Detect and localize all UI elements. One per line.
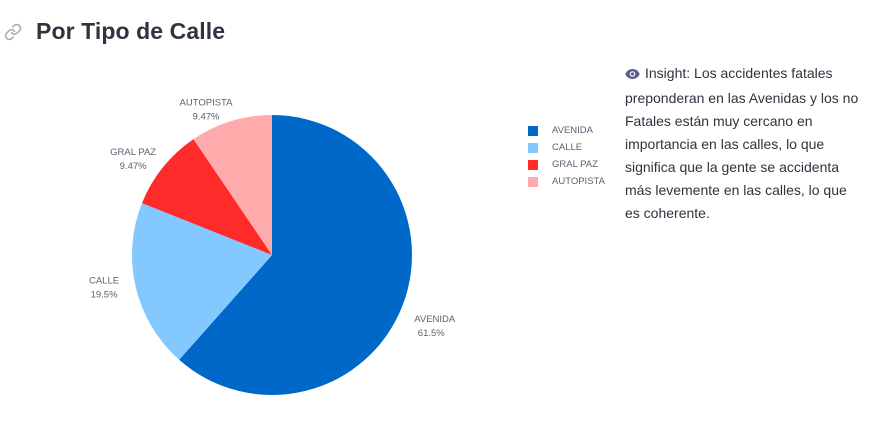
link-icon[interactable] — [4, 23, 22, 41]
legend-swatch — [528, 142, 538, 153]
slice-percent-label: 9.47% — [193, 112, 220, 123]
legend-label: AUTOPISTA — [552, 176, 605, 187]
eye-icon — [625, 64, 640, 87]
legend-label: CALLE — [552, 142, 583, 153]
legend-item-gral-paz[interactable]: GRAL PAZ — [528, 156, 605, 173]
slice-name-label: GRAL PAZ — [110, 147, 156, 158]
pie-chart: AVENIDA 61.5% CALLE 19.5% GRAL PAZ 9.47% AUTOP… — [0, 60, 610, 432]
pie-chart-svg: AVENIDA 61.5% CALLE 19.5% GRAL PAZ 9.47% AUTOP… — [89, 98, 456, 395]
pie-slice-calle[interactable] — [131, 203, 272, 360]
legend-item-calle[interactable]: CALLE — [528, 139, 605, 156]
page-header: Por Tipo de Calle — [4, 18, 225, 45]
pie-slice-autopista[interactable] — [193, 115, 272, 255]
legend-swatch — [528, 176, 538, 187]
page-title: Por Tipo de Calle — [36, 18, 226, 44]
slice-percent-label: 9.47% — [120, 161, 147, 172]
legend-item-autopista[interactable]: AUTOPISTA — [528, 173, 605, 190]
legend-item-avenida[interactable]: AVENIDA — [528, 122, 605, 139]
insight-text: Insight: Los accidentes fatales preponde… — [625, 65, 859, 221]
pie-slice-gral-paz[interactable] — [141, 139, 272, 255]
insight-panel: Insight: Los accidentes fatales preponde… — [625, 62, 863, 225]
legend-swatch — [528, 125, 538, 136]
legend-label: GRAL PAZ — [552, 159, 598, 170]
slice-percent-label: 19.5% — [91, 290, 118, 301]
slice-name-label: CALLE — [89, 276, 119, 287]
pie-slice-avenida[interactable] — [179, 115, 412, 395]
slice-name-label: AVENIDA — [414, 314, 456, 325]
legend-swatch — [528, 159, 538, 170]
slice-name-label: AUTOPISTA — [180, 98, 234, 109]
legend-label: AVENIDA — [552, 125, 594, 136]
chart-legend: AVENIDA CALLE GRAL PAZ AUTOPISTA — [528, 122, 605, 190]
slice-percent-label: 61.5% — [418, 328, 445, 339]
